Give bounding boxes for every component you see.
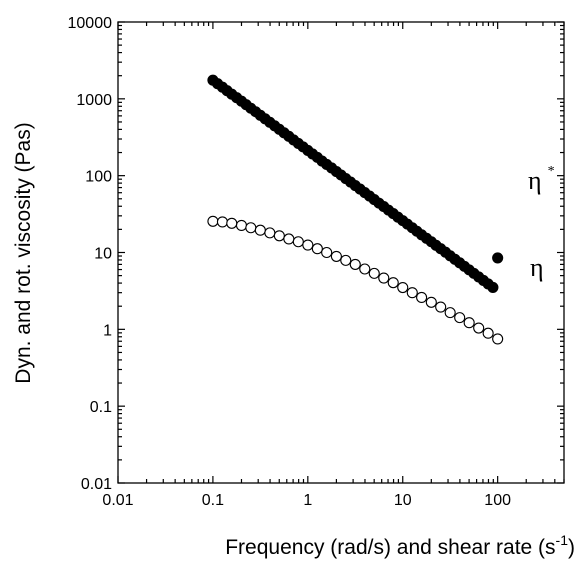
y-tick-label: 0.01	[81, 476, 112, 493]
data-points	[207, 74, 504, 345]
open-data-point	[273, 230, 285, 242]
open-data-point	[406, 287, 418, 299]
x-tick-label: 0.1	[202, 492, 224, 509]
series-label-eta: η	[530, 253, 544, 282]
open-data-point	[435, 301, 447, 313]
open-data-point	[387, 277, 399, 289]
x-tick-label: 100	[484, 492, 511, 509]
tick-labels: 0.01 0.1 1 10 100 0.01 0.1 1 10 100 1000 10000	[68, 15, 512, 509]
open-data-point	[235, 219, 248, 231]
y-tick-label: 10	[94, 246, 112, 263]
y-tick-label: 1	[103, 322, 112, 339]
series-label-eta-star: η *	[528, 164, 555, 195]
open-data-point	[397, 281, 409, 294]
open-data-point	[454, 312, 466, 324]
series-eta-star	[207, 74, 504, 293]
open-data-point	[473, 322, 485, 334]
open-data-point	[207, 215, 219, 227]
x-axis-title-superscript: -1	[556, 532, 569, 548]
open-data-point	[226, 217, 238, 229]
y-axis-title: Dyn. and rot. viscosity (Pas)	[12, 122, 35, 383]
filled-data-point	[487, 281, 499, 293]
y-tick-label: 100	[85, 169, 112, 186]
open-data-point	[482, 327, 494, 339]
x-axis-title-end: )	[568, 536, 575, 559]
series-label-eta-star-symbol: η	[528, 166, 542, 195]
open-data-point	[311, 243, 323, 255]
open-data-point	[444, 307, 456, 319]
open-data-point	[368, 267, 380, 279]
y-tick-label: 1000	[76, 92, 112, 109]
open-data-point	[416, 291, 428, 303]
x-tick-label: 0.01	[102, 492, 133, 509]
open-data-point	[302, 239, 314, 251]
open-data-point	[492, 333, 504, 345]
axis-ticks	[117, 21, 565, 484]
filled-data-point	[492, 252, 504, 264]
x-tick-label: 10	[394, 492, 412, 509]
open-data-point	[425, 296, 437, 308]
y-tick-label: 10000	[68, 15, 113, 32]
open-data-point	[245, 222, 257, 234]
open-data-point	[264, 227, 276, 239]
open-data-point	[359, 263, 371, 275]
series-label-eta-star-superscript: *	[548, 164, 555, 179]
open-data-point	[378, 272, 390, 284]
open-data-point	[340, 254, 352, 266]
open-data-point	[330, 250, 342, 262]
open-data-point	[283, 233, 295, 245]
series-eta	[207, 215, 504, 345]
open-data-point	[216, 216, 228, 228]
open-data-point	[349, 258, 361, 270]
x-axis-title: Frequency (rad/s) and shear rate (s-1)	[225, 532, 575, 559]
open-data-point	[321, 246, 333, 259]
x-tick-label: 1	[303, 492, 312, 509]
y-tick-label: 0.1	[90, 399, 112, 416]
open-data-point	[463, 317, 475, 329]
open-data-point	[292, 236, 304, 248]
open-data-point	[254, 224, 266, 236]
x-axis-title-main: Frequency (rad/s) and shear rate (s	[225, 536, 555, 559]
